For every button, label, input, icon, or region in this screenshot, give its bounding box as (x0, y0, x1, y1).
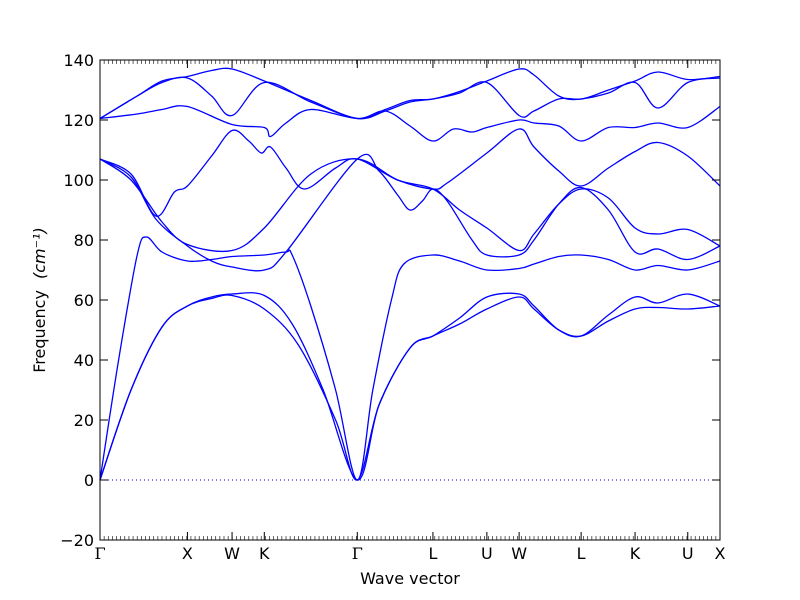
x-tick-label: W (224, 544, 240, 563)
x-tick-label: Γ (94, 544, 105, 563)
x-axis-label: Wave vector (360, 569, 460, 588)
x-minor-ticks (99, 60, 721, 540)
x-tick-label: X (715, 544, 726, 563)
y-axis-label-text: Frequency (30, 290, 49, 373)
y-tick-label: 20 (74, 411, 94, 430)
y-tick-label: 0 (84, 471, 94, 490)
series-lines (99, 67, 721, 481)
x-tick-label: K (630, 544, 641, 563)
y-axis-label: Frequency (cm⁻¹) (30, 227, 49, 372)
band-line-4 (99, 153, 721, 272)
x-tick-label: X (182, 544, 193, 563)
band-line-7 (99, 105, 721, 142)
plot-frame (99, 59, 721, 541)
x-tick-label: U (682, 544, 694, 563)
y-tick-label: 140 (63, 51, 94, 70)
y-tick-label: 80 (74, 231, 94, 250)
band-line-2 (99, 292, 721, 481)
y-tick-label: −20 (60, 531, 94, 550)
y-axis-label-unit: (cm⁻¹) (30, 227, 49, 279)
x-tick-label: L (428, 544, 437, 563)
x-tick-label: U (481, 544, 493, 563)
x-tick-label: Γ (352, 544, 363, 563)
band-line-6 (99, 128, 721, 217)
y-tick-label: 60 (74, 291, 94, 310)
y-axis-ticks: −20 0 20 40 60 80 100 120 140 (60, 51, 720, 550)
band-line-3 (99, 236, 721, 481)
x-tick-label: K (259, 544, 270, 563)
band-line-1 (99, 294, 721, 481)
y-tick-label: 100 (63, 171, 94, 190)
x-tick-label: L (577, 544, 586, 563)
x-tick-label: W (511, 544, 527, 563)
y-tick-label: 120 (63, 111, 94, 130)
y-tick-label: 40 (74, 351, 94, 370)
band-line-9 (99, 67, 721, 120)
band-line-5 (99, 158, 721, 253)
